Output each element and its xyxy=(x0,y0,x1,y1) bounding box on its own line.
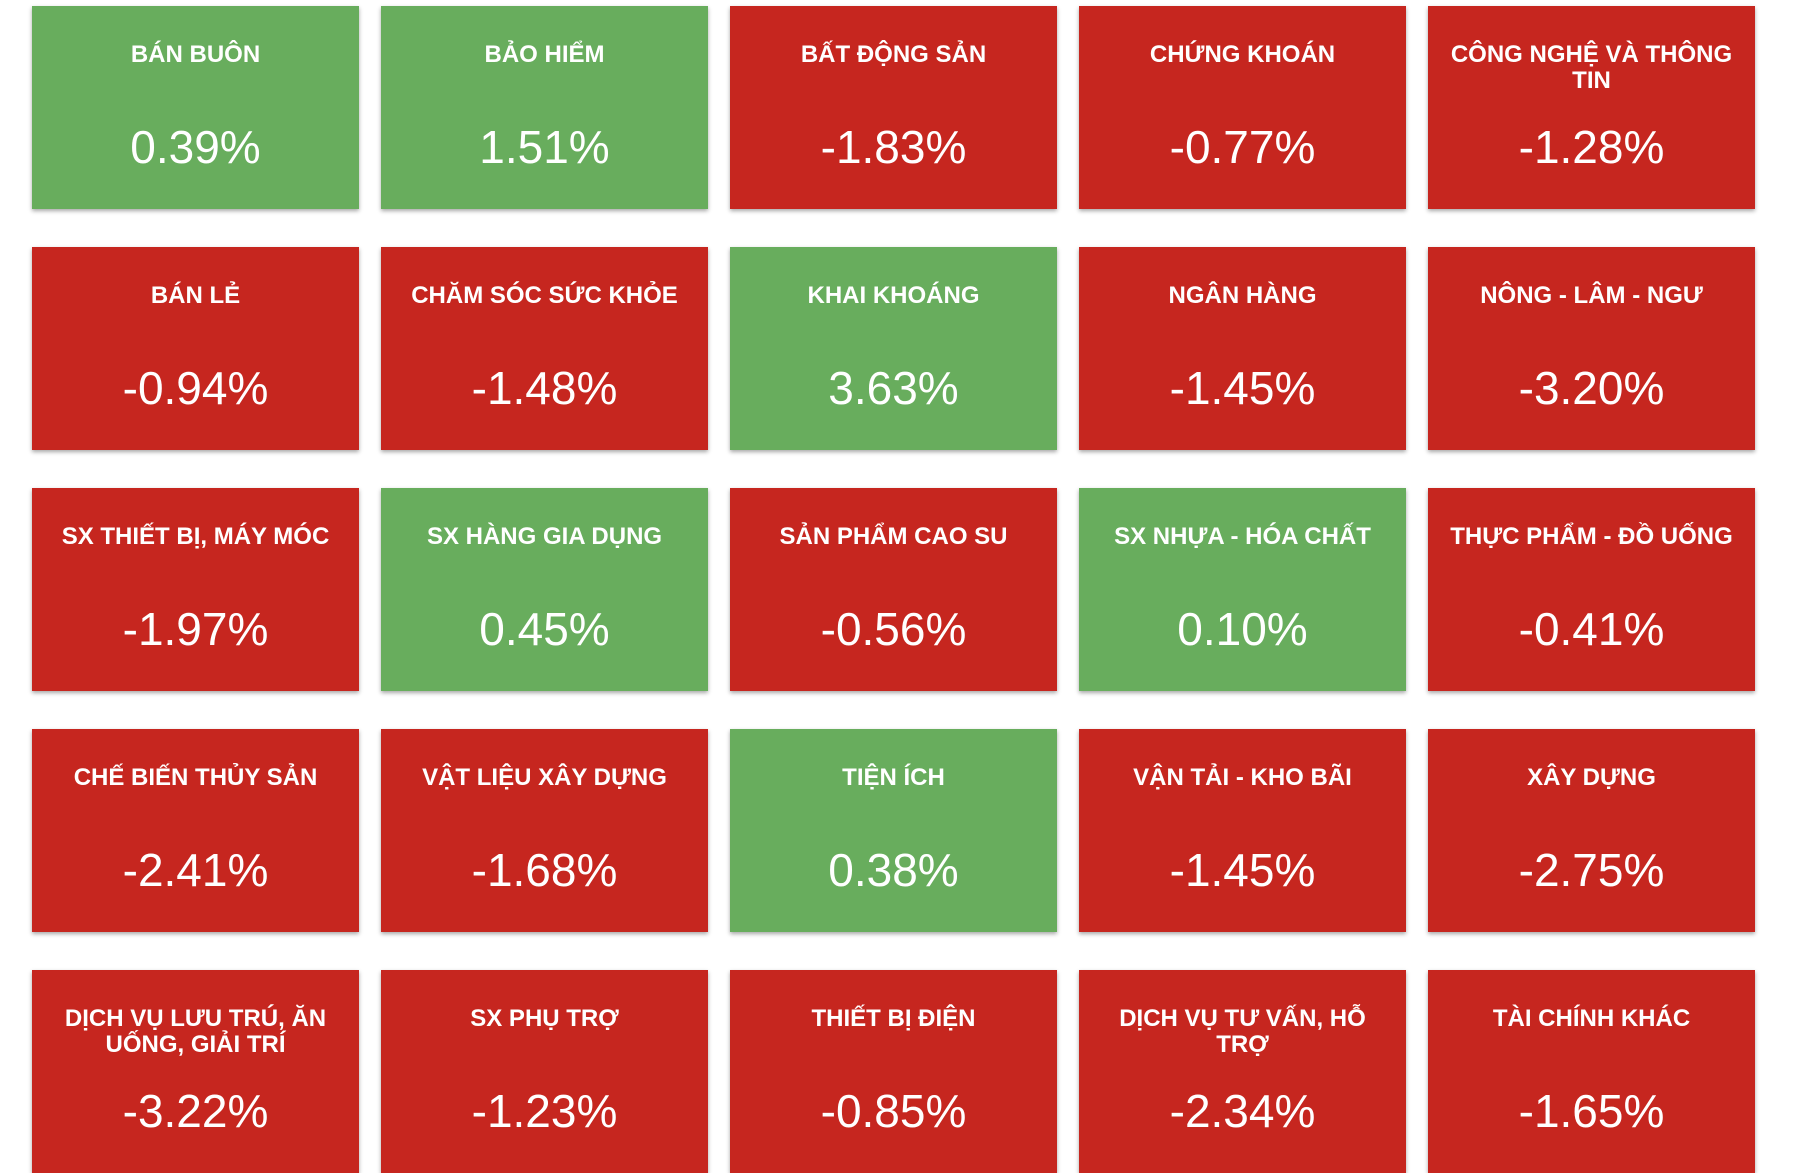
sector-change-percent: 0.39% xyxy=(130,121,261,173)
sector-change-percent: 0.45% xyxy=(479,603,610,655)
sector-tile[interactable]: BẤT ĐỘNG SẢN -1.83% xyxy=(730,6,1057,209)
sector-tile[interactable]: THIẾT BỊ ĐIỆN -0.85% xyxy=(730,970,1057,1173)
sector-heatmap-grid: BÁN BUÔN 0.39% BẢO HIỂM 1.51% BẤT ĐỘNG SẢN -1… xyxy=(32,6,1755,1173)
sector-tile[interactable]: TÀI CHÍNH KHÁC -1.65% xyxy=(1428,970,1755,1173)
sector-name: BẤT ĐỘNG SẢN xyxy=(800,41,987,68)
sector-name: SX THIẾT BỊ, MÁY MÓC xyxy=(61,523,330,550)
sector-name: BÁN BUÔN xyxy=(130,41,261,68)
sector-change-percent: 0.38% xyxy=(828,844,959,896)
sector-tile[interactable]: SẢN PHẨM CAO SU -0.56% xyxy=(730,488,1057,691)
sector-tile[interactable]: VẬN TẢI - KHO BÃI -1.45% xyxy=(1079,729,1406,932)
sector-change-percent: -3.22% xyxy=(122,1085,269,1137)
sector-name: XÂY DỰNG xyxy=(1527,764,1656,791)
sector-name: SẢN PHẨM CAO SU xyxy=(779,523,1008,550)
sector-name: CHỨNG KHOÁN xyxy=(1149,41,1336,68)
sector-name: DỊCH VỤ LƯU TRÚ, ĂN UỐNG, GIẢI TRÍ xyxy=(64,1005,327,1058)
sector-change-percent: -2.41% xyxy=(122,844,269,896)
sector-name: BÁN LẺ xyxy=(150,282,241,309)
sector-name: VẬN TẢI - KHO BÃI xyxy=(1133,764,1352,791)
sector-tile[interactable]: DỊCH VỤ TƯ VẤN, HỖ TRỢ -2.34% xyxy=(1079,970,1406,1173)
sector-tile[interactable]: SX NHỰA - HÓA CHẤT 0.10% xyxy=(1079,488,1406,691)
sector-name: CÔNG NGHỆ VÀ THÔNG TIN xyxy=(1450,41,1733,94)
sector-tile[interactable]: SX PHỤ TRỢ -1.23% xyxy=(381,970,708,1173)
sector-name: THIẾT BỊ ĐIỆN xyxy=(811,1005,976,1032)
sector-name: SX PHỤ TRỢ xyxy=(470,1005,619,1032)
sector-change-percent: -1.45% xyxy=(1169,844,1316,896)
sector-change-percent: -0.41% xyxy=(1518,603,1665,655)
sector-tile[interactable]: CHỨNG KHOÁN -0.77% xyxy=(1079,6,1406,209)
sector-change-percent: -0.77% xyxy=(1169,121,1316,173)
sector-change-percent: 0.10% xyxy=(1177,603,1308,655)
sector-name: TÀI CHÍNH KHÁC xyxy=(1492,1005,1691,1032)
sector-change-percent: -0.94% xyxy=(122,362,269,414)
sector-tile[interactable]: SX THIẾT BỊ, MÁY MÓC -1.97% xyxy=(32,488,359,691)
sector-name: NGÂN HÀNG xyxy=(1168,282,1317,309)
sector-name: BẢO HIỂM xyxy=(484,41,605,68)
sector-change-percent: -1.28% xyxy=(1518,121,1665,173)
sector-name: SX HÀNG GIA DỤNG xyxy=(426,523,663,550)
sector-tile[interactable]: CÔNG NGHỆ VÀ THÔNG TIN -1.28% xyxy=(1428,6,1755,209)
sector-name: NÔNG - LÂM - NGƯ xyxy=(1480,282,1703,309)
sector-change-percent: -1.23% xyxy=(471,1085,618,1137)
sector-tile[interactable]: THỰC PHẨM - ĐỒ UỐNG -0.41% xyxy=(1428,488,1755,691)
sector-name: TIỆN ÍCH xyxy=(842,764,945,791)
sector-name: VẬT LIỆU XÂY DỰNG xyxy=(422,764,667,791)
sector-tile[interactable]: NÔNG - LÂM - NGƯ -3.20% xyxy=(1428,247,1755,450)
sector-tile[interactable]: CHẾ BIẾN THỦY SẢN -2.41% xyxy=(32,729,359,932)
sector-tile[interactable]: CHĂM SÓC SỨC KHỎE -1.48% xyxy=(381,247,708,450)
sector-change-percent: 1.51% xyxy=(479,121,610,173)
sector-change-percent: 3.63% xyxy=(828,362,959,414)
sector-change-percent: -1.65% xyxy=(1518,1085,1665,1137)
sector-tile[interactable]: KHAI KHOÁNG 3.63% xyxy=(730,247,1057,450)
sector-tile[interactable]: DỊCH VỤ LƯU TRÚ, ĂN UỐNG, GIẢI TRÍ -3.22% xyxy=(32,970,359,1173)
sector-name: KHAI KHOÁNG xyxy=(807,282,980,309)
sector-tile[interactable]: VẬT LIỆU XÂY DỰNG -1.68% xyxy=(381,729,708,932)
sector-name: DỊCH VỤ TƯ VẤN, HỖ TRỢ xyxy=(1119,1005,1366,1058)
sector-name: THỰC PHẨM - ĐỒ UỐNG xyxy=(1450,523,1733,550)
sector-tile[interactable]: NGÂN HÀNG -1.45% xyxy=(1079,247,1406,450)
sector-tile[interactable]: XÂY DỰNG -2.75% xyxy=(1428,729,1755,932)
sector-change-percent: -3.20% xyxy=(1518,362,1665,414)
sector-tile[interactable]: SX HÀNG GIA DỤNG 0.45% xyxy=(381,488,708,691)
sector-tile[interactable]: BÁN BUÔN 0.39% xyxy=(32,6,359,209)
sector-name: SX NHỰA - HÓA CHẤT xyxy=(1114,523,1371,550)
sector-change-percent: -2.34% xyxy=(1169,1085,1316,1137)
sector-change-percent: -1.48% xyxy=(471,362,618,414)
sector-name: CHẾ BIẾN THỦY SẢN xyxy=(73,764,318,791)
page-margin xyxy=(1774,0,1796,1164)
sector-change-percent: -2.75% xyxy=(1518,844,1665,896)
sector-change-percent: -1.45% xyxy=(1169,362,1316,414)
sector-tile[interactable]: BẢO HIỂM 1.51% xyxy=(381,6,708,209)
sector-change-percent: -1.97% xyxy=(122,603,269,655)
sector-change-percent: -0.56% xyxy=(820,603,967,655)
sector-change-percent: -1.83% xyxy=(820,121,967,173)
sector-name: CHĂM SÓC SỨC KHỎE xyxy=(411,282,678,309)
sector-tile[interactable]: BÁN LẺ -0.94% xyxy=(32,247,359,450)
sector-change-percent: -0.85% xyxy=(820,1085,967,1137)
sector-change-percent: -1.68% xyxy=(471,844,618,896)
sector-tile[interactable]: TIỆN ÍCH 0.38% xyxy=(730,729,1057,932)
